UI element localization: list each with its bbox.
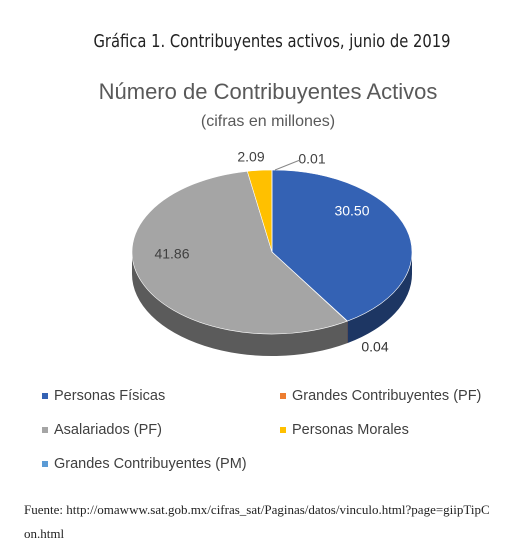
data-label: 0.01: [298, 151, 325, 167]
source: Fuente: http://omawww.sat.gob.mx/cifras_…: [24, 502, 490, 541]
chart-title: Número de Contribuyentes Activos: [99, 79, 438, 104]
legend-label: Asalariados (PF): [54, 422, 162, 438]
legend-swatch: [280, 393, 286, 399]
data-label: 41.86: [154, 246, 189, 262]
legend-label: Personas Físicas: [54, 388, 165, 404]
slice-side: [132, 252, 348, 357]
legend-label: Personas Morales: [292, 422, 409, 438]
slice-side: [347, 252, 412, 344]
chart: Gráfica 1. Contribuyentes activos, junio…: [42, 31, 481, 472]
chart-subtitle: (cifras en millones): [201, 113, 335, 130]
legend-label: Grandes Contribuyentes (PF): [292, 388, 481, 404]
slice: [131, 170, 348, 335]
legend-swatch: [42, 393, 48, 399]
legend-swatch: [42, 427, 48, 433]
data-label: 2.09: [237, 149, 264, 165]
leader-line: [274, 159, 301, 171]
legend-swatch: [280, 427, 286, 433]
legend-label: Grandes Contribuyentes (PM): [54, 456, 247, 472]
caption: Gráfica 1. Contribuyentes activos, junio…: [93, 31, 450, 52]
data-label: 30.50: [334, 203, 369, 219]
data-label: 0.04: [361, 339, 388, 355]
legend-swatch: [42, 461, 48, 467]
slice: [271, 169, 413, 322]
